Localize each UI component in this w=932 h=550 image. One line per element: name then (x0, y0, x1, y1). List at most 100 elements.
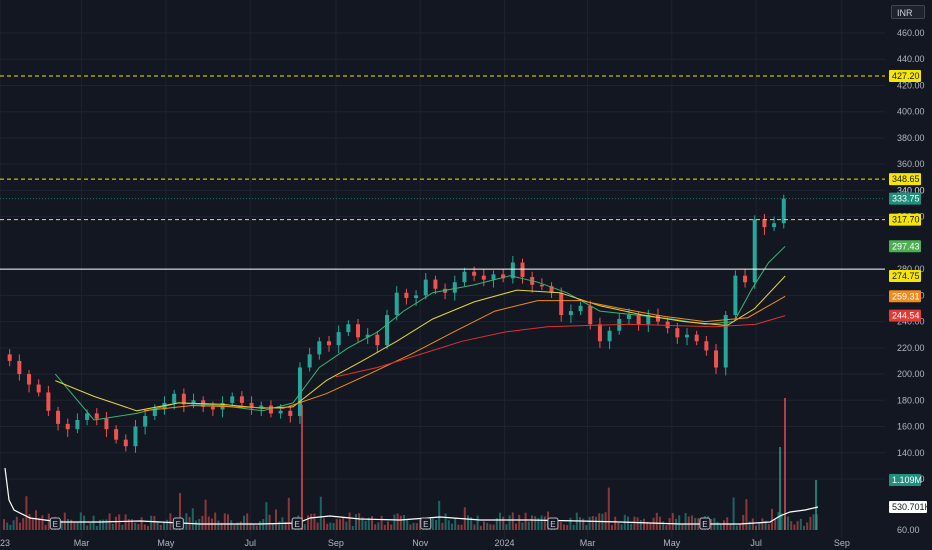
volume-bar (579, 517, 581, 530)
volume-bar (521, 522, 524, 530)
volume-bar (447, 520, 450, 530)
volume-bar (307, 515, 309, 530)
candle-body (278, 410, 283, 414)
volume-bar (732, 497, 735, 530)
moving-average-line (55, 275, 786, 412)
volume-bar (403, 515, 405, 530)
currency-button[interactable]: INR (891, 5, 925, 19)
volume-bar (9, 524, 12, 530)
volume-bar (95, 525, 98, 530)
volume-bar (284, 522, 287, 530)
volume-bar (409, 524, 412, 530)
moving-average-line (335, 315, 786, 378)
volume-bar (185, 513, 188, 530)
moving-average-line (143, 295, 786, 412)
candle-body (239, 396, 244, 403)
volume-bar (38, 518, 41, 530)
volume-bar (655, 512, 658, 530)
volume-bar (662, 521, 665, 530)
volume-bar (585, 525, 588, 530)
volume-bar (271, 523, 274, 530)
candle-body (646, 315, 651, 325)
volume-bar (572, 524, 575, 530)
candle-body (404, 292, 409, 298)
volume-bar (204, 499, 207, 530)
candle-body (636, 315, 641, 325)
volume-bar (249, 522, 252, 530)
candle-body (510, 262, 515, 279)
price-level-tag: 348.65 (892, 174, 920, 184)
candle-body (46, 392, 51, 411)
volume-bar (508, 515, 511, 530)
volume-bar (89, 522, 92, 530)
candle-body (607, 330, 612, 342)
x-tick-label: Nov (412, 538, 429, 548)
volume-bar (179, 493, 181, 530)
volume-bar (262, 519, 265, 530)
candle-body (94, 413, 99, 419)
x-tick-label: Jul (750, 538, 762, 548)
volume-bar (140, 517, 143, 530)
candle-body (675, 328, 680, 338)
volume-bar (518, 514, 521, 530)
volume-bar (639, 519, 642, 530)
candle-body (17, 360, 22, 375)
volume-scale-label: 60.00 (897, 525, 920, 535)
candle-body (230, 396, 235, 403)
volume-bar (796, 521, 799, 530)
volume-bar (742, 514, 745, 530)
volume-bar (467, 515, 469, 530)
volume-bar (335, 519, 338, 530)
ma-value-tag-bg (889, 290, 921, 303)
volume-bar (239, 521, 242, 530)
y-tick-label: 440.00 (897, 54, 925, 64)
volume-bar (451, 523, 453, 530)
y-tick-label: 380.00 (897, 133, 925, 143)
candle-body (356, 324, 361, 338)
earnings-marker-label: E (702, 520, 707, 529)
candle-body (114, 429, 119, 440)
volume-bar (665, 525, 668, 530)
volume-bar (79, 512, 82, 530)
volume-bar (540, 515, 543, 530)
volume-bar (47, 513, 50, 530)
volume-bar (227, 514, 229, 530)
volume-bar (486, 522, 489, 530)
volume-bar (380, 515, 383, 530)
volume-bar (515, 523, 517, 530)
candle-body (539, 284, 544, 287)
volume-bar (252, 524, 255, 530)
volume-bar (92, 515, 95, 530)
volume-bar (131, 519, 133, 530)
volume-bar (803, 525, 805, 530)
volume-bar (214, 512, 217, 530)
volume-bar (774, 519, 777, 530)
candle-body (752, 219, 757, 283)
volume-bar (73, 522, 76, 530)
candle-body (191, 400, 196, 405)
candle-body (317, 341, 322, 355)
volume-bar (44, 524, 47, 530)
candle-body (733, 275, 738, 316)
candle-body (472, 271, 477, 276)
volume-bar (758, 522, 761, 530)
earnings-marker-label: E (295, 520, 300, 529)
price-level-tag: 317.70 (892, 215, 920, 225)
y-tick-label: 360.00 (897, 159, 925, 169)
candle-body (423, 279, 428, 296)
volume-bar (278, 521, 281, 530)
volume-bar (764, 520, 767, 530)
volume-current-tag: 1.109M (892, 475, 922, 485)
candle-body (462, 271, 467, 283)
candle-body (481, 275, 486, 280)
x-tick-label: May (663, 538, 681, 548)
volume-bar (681, 524, 684, 530)
volume-bar (63, 512, 66, 530)
volume-bar (76, 522, 79, 530)
candle-body (655, 315, 660, 322)
volume-bar (220, 522, 223, 530)
y-tick-label: 220.00 (897, 343, 925, 353)
volume-bar (323, 518, 325, 530)
y-tick-label: 460.00 (897, 28, 925, 38)
